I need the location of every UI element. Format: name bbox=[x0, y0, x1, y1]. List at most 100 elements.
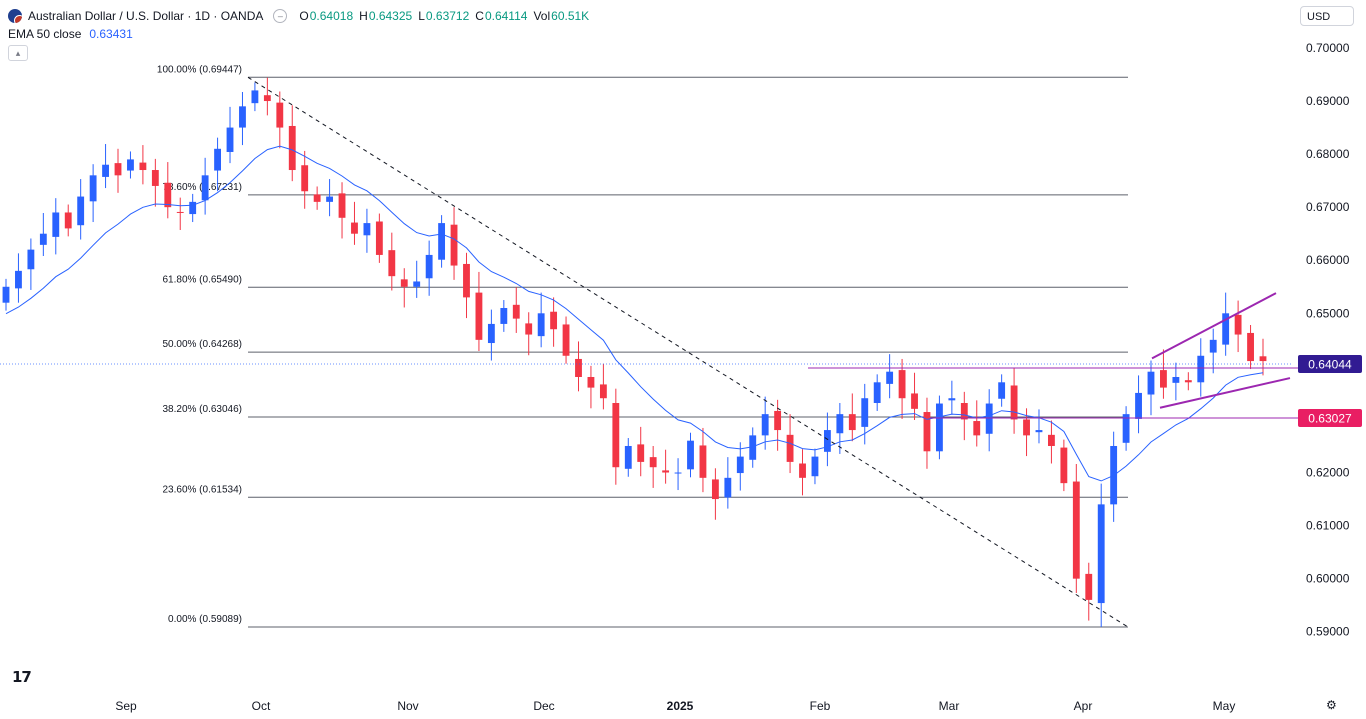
candle-body bbox=[15, 270, 22, 289]
currency-select[interactable]: USD bbox=[1300, 6, 1354, 26]
candle-body bbox=[226, 127, 234, 152]
candle-body bbox=[1172, 376, 1180, 383]
candle-body bbox=[164, 182, 172, 208]
price-tick-label: 0.66000 bbox=[1306, 253, 1350, 267]
candle-body bbox=[898, 370, 906, 399]
candle-body bbox=[1160, 370, 1167, 388]
candle-body bbox=[811, 456, 819, 477]
time-tick-label: Sep bbox=[115, 699, 137, 713]
candle-body bbox=[127, 159, 134, 171]
more-options-icon[interactable]: – bbox=[273, 9, 288, 23]
time-axis[interactable]: Sep Oct Nov Dec 2025 Feb Mar Apr May bbox=[115, 699, 1235, 713]
candle-body bbox=[935, 403, 943, 452]
candle-body bbox=[413, 281, 421, 287]
candle-body bbox=[575, 358, 582, 377]
candle-body bbox=[450, 224, 458, 266]
time-tick-label: Mar bbox=[939, 699, 960, 713]
ema-50-line bbox=[5, 145, 1264, 482]
candle-body bbox=[674, 472, 682, 474]
price-axis[interactable]: 0.590000.600000.610000.620000.630000.640… bbox=[1298, 41, 1362, 639]
candle-body bbox=[973, 421, 981, 436]
price-tick-label: 0.60000 bbox=[1306, 572, 1350, 586]
price-label-badge bbox=[1298, 409, 1362, 428]
candle-body bbox=[313, 194, 321, 202]
candle-body bbox=[512, 304, 520, 319]
candle-body bbox=[1010, 385, 1018, 420]
time-tick-label: Apr bbox=[1074, 699, 1093, 713]
price-tick-label: 0.65000 bbox=[1306, 306, 1350, 320]
candle-body bbox=[525, 323, 533, 335]
tradingview-logo: 17 bbox=[12, 668, 32, 686]
ema-legend[interactable]: EMA 50 close 0.63431 bbox=[8, 27, 133, 41]
candle-body bbox=[948, 398, 956, 401]
price-tick-label: 0.69000 bbox=[1306, 94, 1350, 108]
candle-body bbox=[774, 410, 782, 431]
candle-body bbox=[886, 371, 894, 384]
candle-body bbox=[77, 196, 85, 226]
time-tick-label: Oct bbox=[252, 699, 271, 713]
candle-body bbox=[736, 456, 744, 474]
candle-body bbox=[2, 286, 10, 303]
candle-body bbox=[550, 311, 558, 330]
candle-body bbox=[102, 164, 109, 177]
time-tick-label: Feb bbox=[810, 699, 831, 713]
aud-usd-flag-icon bbox=[8, 9, 22, 23]
candlestick-series bbox=[2, 77, 1267, 627]
candle-body bbox=[487, 323, 495, 344]
ema-label: EMA 50 close bbox=[8, 27, 82, 41]
candle-body bbox=[301, 165, 309, 192]
price-tick-label: 0.59000 bbox=[1306, 625, 1350, 639]
candle-body bbox=[587, 376, 595, 388]
candle-body bbox=[624, 445, 632, 469]
price-label-badge bbox=[1298, 355, 1362, 374]
candle-body bbox=[960, 403, 968, 420]
candle-body bbox=[338, 193, 346, 218]
candle-body bbox=[1147, 371, 1155, 395]
ema-value: 0.63431 bbox=[89, 27, 133, 41]
candle-body bbox=[1135, 392, 1142, 419]
symbol-title[interactable]: Australian Dollar / U.S. Dollar · 1D · O… bbox=[28, 9, 264, 23]
candle-body bbox=[749, 435, 757, 460]
candle-body bbox=[998, 382, 1006, 399]
low-value: 0.63712 bbox=[425, 9, 470, 23]
price-tick-label: 0.70000 bbox=[1306, 41, 1350, 55]
candle-body bbox=[388, 250, 396, 277]
gear-icon[interactable]: ⚙ bbox=[1326, 698, 1337, 712]
channel-lower-line bbox=[1159, 377, 1291, 409]
candle-body bbox=[201, 175, 209, 201]
chevron-up-icon[interactable]: ▴ bbox=[8, 45, 28, 61]
candle-body bbox=[699, 445, 707, 478]
fib-level-label: 100.00% (0.69447) bbox=[157, 64, 242, 75]
candle-body bbox=[724, 477, 732, 498]
candle-body bbox=[438, 223, 446, 260]
time-tick-label: May bbox=[1213, 699, 1236, 713]
candle-body bbox=[662, 470, 670, 473]
price-tick-label: 0.68000 bbox=[1306, 147, 1350, 161]
candle-body bbox=[139, 162, 147, 171]
candle-body bbox=[114, 163, 122, 176]
fib-retracement-tool[interactable]: 100.00% (0.69447)78.60% (0.67231)61.80% … bbox=[157, 64, 1128, 628]
candle-body bbox=[1259, 356, 1267, 362]
fib-level-label: 50.00% (0.64268) bbox=[162, 339, 242, 350]
candle-body bbox=[1122, 414, 1130, 443]
candle-body bbox=[500, 308, 508, 324]
price-tick-label: 0.61000 bbox=[1306, 519, 1350, 533]
candle-body bbox=[425, 254, 433, 279]
fib-level-label: 23.60% (0.61534) bbox=[162, 484, 242, 495]
candle-body bbox=[1209, 339, 1217, 353]
fib-level-label: 61.80% (0.65490) bbox=[162, 274, 242, 285]
candle-body bbox=[711, 479, 719, 500]
candle-body bbox=[1048, 434, 1055, 446]
fib-level-label: 0.00% (0.59089) bbox=[168, 614, 242, 625]
candle-body bbox=[351, 222, 358, 234]
candle-body bbox=[612, 403, 620, 468]
candle-body bbox=[1085, 573, 1093, 600]
candle-body bbox=[836, 414, 844, 434]
open-label: O bbox=[299, 9, 309, 23]
candle-body bbox=[786, 434, 794, 462]
candle-body bbox=[1234, 314, 1242, 335]
candle-body bbox=[823, 430, 831, 452]
close-label: C bbox=[475, 9, 484, 23]
candle-body bbox=[276, 102, 284, 128]
